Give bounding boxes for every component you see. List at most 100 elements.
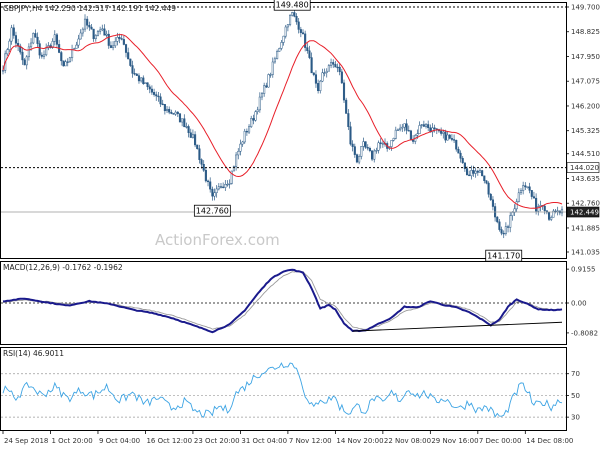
y-tick-label: 146.200 <box>571 102 600 110</box>
candle <box>265 85 268 88</box>
candle <box>198 148 201 160</box>
candle <box>71 49 74 59</box>
candle <box>27 46 30 58</box>
y-tick-label: 147.075 <box>571 78 600 86</box>
candle <box>448 134 451 139</box>
candle <box>509 215 512 228</box>
candle <box>330 62 333 66</box>
candle <box>403 123 406 128</box>
candle <box>317 83 320 92</box>
x-tick-label: 9 Oct 04:00 <box>99 437 140 445</box>
candle <box>440 130 443 134</box>
price-annotation-label: 141.170 <box>487 252 520 261</box>
candle <box>461 158 464 164</box>
candle <box>88 25 91 28</box>
candle <box>511 212 514 216</box>
candle <box>243 130 246 143</box>
candle <box>340 71 343 84</box>
x-axis: 24 Sep 2018 1 Oct 20:00 9 Oct 04:00 16 Oct … <box>2 431 573 445</box>
y-tick-label: 141.885 <box>571 224 600 232</box>
candle <box>19 45 22 53</box>
candle <box>155 94 158 97</box>
candle <box>381 143 384 145</box>
candle <box>133 73 136 75</box>
candle <box>524 185 527 188</box>
candle <box>442 131 445 134</box>
candle <box>239 143 242 152</box>
candle <box>465 168 469 176</box>
candle <box>334 64 337 68</box>
candle <box>543 205 546 211</box>
candle <box>377 142 380 151</box>
candle <box>308 50 311 58</box>
candle <box>146 82 149 88</box>
candle <box>232 166 235 172</box>
x-tick-label: 22 Nov 08:00 <box>384 437 431 445</box>
candle <box>237 151 240 156</box>
candle <box>224 184 227 188</box>
candle <box>194 134 197 146</box>
candle <box>306 47 309 52</box>
x-tick-label: 24 Sep 2018 <box>4 437 48 445</box>
candle <box>96 31 100 36</box>
y-tick-label: 30 <box>571 414 580 422</box>
candle <box>560 208 564 214</box>
x-tick-label: 14 Dec 08:00 <box>526 437 573 445</box>
candle <box>245 130 248 133</box>
candle <box>304 33 307 48</box>
candle <box>491 199 494 207</box>
candle <box>202 164 205 171</box>
candle <box>55 34 59 45</box>
rsi-line <box>2 362 563 418</box>
candle <box>312 72 315 75</box>
candle <box>517 192 520 202</box>
candle <box>172 113 175 115</box>
candle <box>450 138 453 140</box>
candle <box>453 139 456 141</box>
candle <box>165 108 169 112</box>
candle <box>476 170 479 173</box>
candle <box>291 12 294 16</box>
candle <box>472 170 475 174</box>
candle <box>537 206 540 212</box>
moving-average-line <box>2 34 563 209</box>
candle <box>83 18 87 30</box>
candle <box>73 48 76 50</box>
candle <box>228 183 231 185</box>
candle <box>405 123 408 131</box>
candle <box>191 134 194 138</box>
y-tick-label: 145.325 <box>571 127 600 135</box>
rsi-pane-frame <box>0 347 567 431</box>
current-price-label: 142.449 <box>570 209 599 217</box>
candle <box>129 58 132 66</box>
candle <box>163 104 166 112</box>
rsi-pane[interactable]: RSI(14) 46.9011 <box>0 347 567 431</box>
price-pane[interactable]: ActionForex.com 149.480 142.760 141.170 GB… <box>0 0 567 262</box>
candle <box>230 170 233 184</box>
candle <box>396 129 400 131</box>
candle <box>478 170 482 173</box>
candle <box>118 37 121 39</box>
price-annotation-label: 149.480 <box>276 1 309 10</box>
candle <box>332 62 335 65</box>
candle <box>489 193 492 201</box>
macd-pane[interactable]: MACD(12,26,9) -0.1762 -0.1962 <box>0 261 567 345</box>
candle <box>30 42 33 48</box>
candle <box>293 12 296 17</box>
candle <box>362 141 365 147</box>
candle <box>38 43 41 56</box>
candle <box>401 126 404 129</box>
price-annotation-label: 142.760 <box>196 207 229 216</box>
candle <box>286 24 289 28</box>
candle <box>420 124 423 126</box>
candle <box>422 124 425 127</box>
candle <box>137 75 141 82</box>
y-tick-label: 0.00 <box>571 300 587 308</box>
macd-y-axis: 0.9155 0.00 -0.8082 <box>566 266 598 337</box>
candle <box>219 186 223 188</box>
candle <box>498 221 501 230</box>
candle <box>433 127 436 130</box>
candle <box>81 28 84 34</box>
candle <box>250 118 253 128</box>
current-price-label-box <box>566 206 600 218</box>
